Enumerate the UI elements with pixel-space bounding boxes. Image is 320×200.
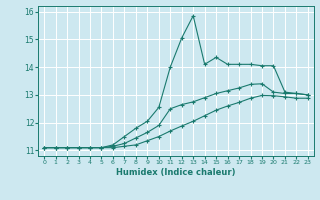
X-axis label: Humidex (Indice chaleur): Humidex (Indice chaleur) — [116, 168, 236, 177]
